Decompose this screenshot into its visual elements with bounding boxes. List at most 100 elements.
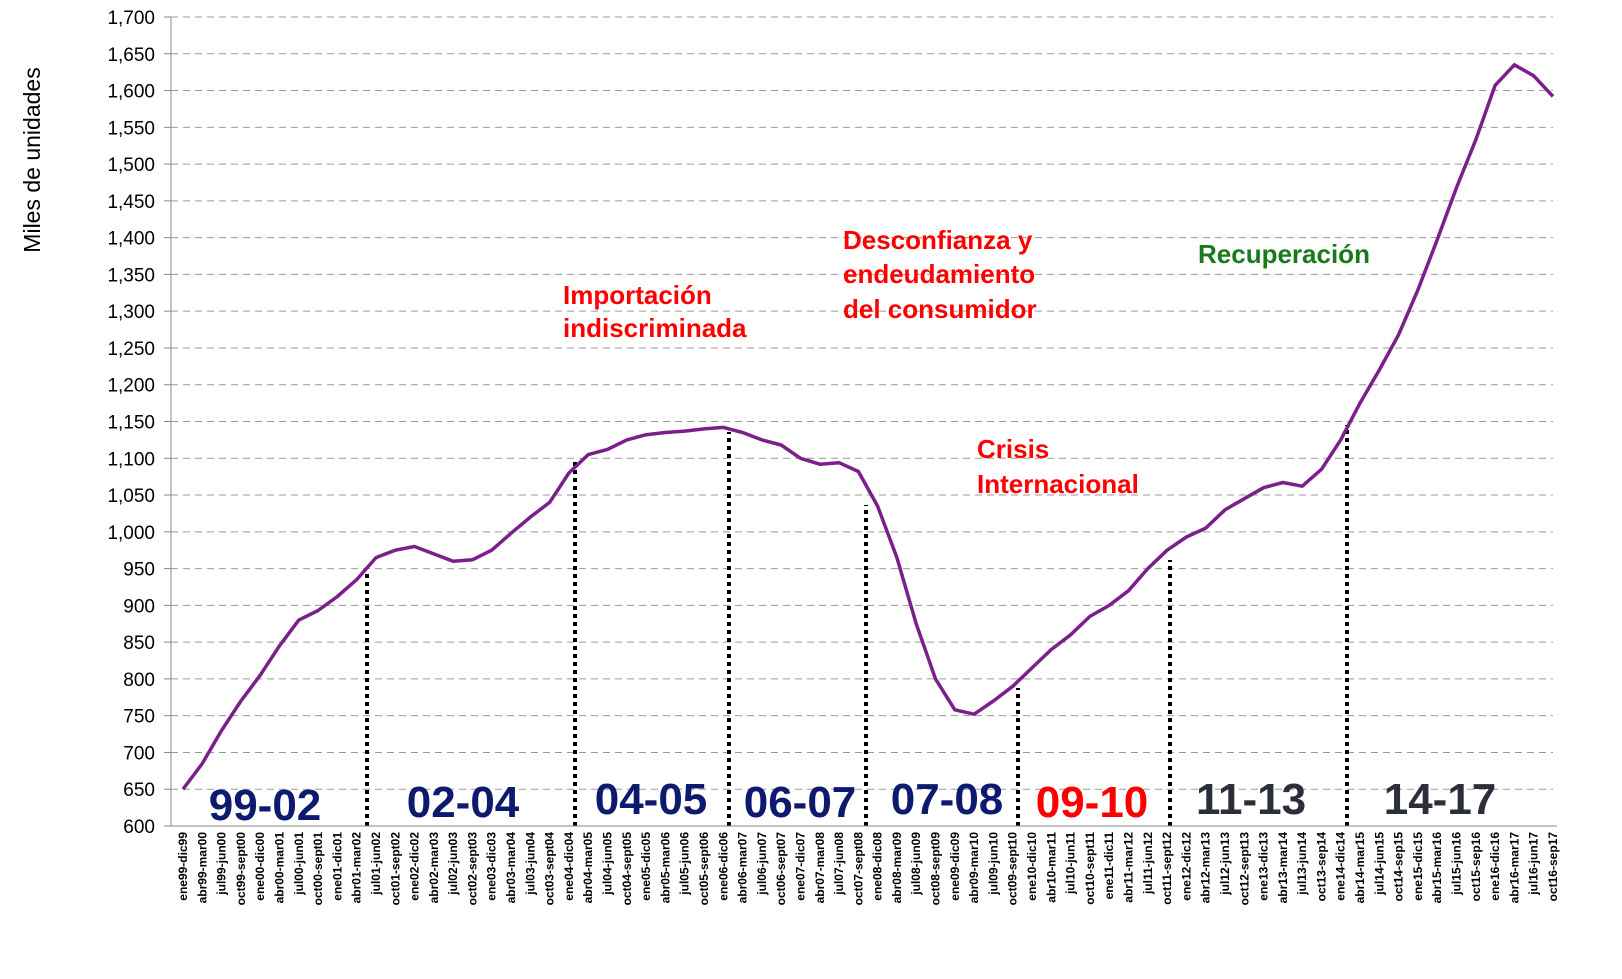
x-tick-label: ene13-dic13	[1257, 832, 1271, 901]
y-tick-label: 1,150	[107, 413, 155, 434]
series-line	[181, 63, 1555, 791]
y-tick-label: 800	[123, 670, 155, 691]
x-tick-label: oct03-sept04	[543, 832, 557, 906]
x-tick-label: jul16-jun17	[1527, 832, 1541, 896]
x-tick-label: jul07-jun08	[832, 832, 846, 896]
period-label: 02-04	[407, 778, 520, 827]
x-tick-label: oct05-sept06	[697, 832, 711, 906]
x-tick-label: oct00-sept01	[311, 832, 325, 906]
x-tick-label: oct11-sept12	[1160, 832, 1174, 905]
x-tick-label: oct13-sep14	[1314, 832, 1328, 902]
x-tick-label: ene07-dic07	[793, 832, 807, 901]
x-tick-label: jul05-jun06	[678, 832, 692, 896]
x-tick-label: jul06-jun07	[755, 832, 769, 896]
annotation: del consumidor	[843, 294, 1037, 324]
y-tick-label: 1,500	[107, 155, 155, 176]
annotation: Recuperación	[1198, 239, 1370, 269]
x-tick-label: ene10-dic10	[1025, 832, 1039, 901]
x-tick-label: jul11-jun12	[1141, 832, 1155, 895]
x-tick-label: abr12-mar13	[1199, 832, 1213, 904]
x-tick-label: abr99-mar00	[195, 832, 209, 904]
y-axis-label: Miles de unidades	[19, 67, 45, 252]
x-tick-label: ene15-dic15	[1411, 832, 1425, 901]
x-tick-label: oct02-sept03	[465, 832, 479, 906]
x-tick-label: oct06-sept07	[774, 832, 788, 906]
x-tick-label: jul99-jun00	[215, 832, 229, 896]
x-tick-label: ene99-dic99	[176, 832, 190, 901]
y-tick-label: 1,100	[107, 449, 155, 470]
x-tick-label: abr02-mar03	[427, 832, 441, 904]
x-tick-label: oct08-sept09	[929, 832, 943, 906]
x-tick-label: jul12-jun13	[1218, 832, 1232, 896]
y-tick-label: 1,550	[107, 118, 155, 139]
x-tick-label: abr07-mar08	[813, 832, 827, 904]
annotation: indiscriminada	[563, 313, 747, 343]
x-tick-label: oct16-sep17	[1546, 832, 1560, 902]
period-label: 14-17	[1384, 775, 1497, 824]
x-tick-label: jul14-jun15	[1372, 832, 1386, 896]
period-label: 07-08	[891, 775, 1004, 824]
x-tick-label: abr09-mar10	[967, 832, 981, 904]
x-tick-label: ene05-dic05	[639, 832, 653, 901]
x-tick-label: oct07-sept08	[851, 832, 865, 906]
y-tick-label: 1,200	[107, 376, 155, 397]
x-tick-label: oct09-sept10	[1006, 832, 1020, 906]
x-tick-label: jul15-jun16	[1450, 832, 1464, 896]
x-tick-label: oct99-sept00	[234, 832, 248, 906]
x-tick-label: abr15-mar16	[1430, 832, 1444, 904]
y-tick-label: 950	[123, 560, 155, 581]
period-label: 06-07	[744, 778, 857, 827]
y-tick-label: 900	[123, 596, 155, 617]
x-tick-label: ene02-dic02	[408, 832, 422, 901]
x-tick-label: ene12-dic12	[1179, 832, 1193, 901]
x-tick-label: abr16-mar17	[1507, 832, 1521, 904]
x-tick-label: abr13-mar14	[1276, 832, 1290, 904]
period-label: 04-05	[595, 775, 708, 824]
y-tick-label: 650	[123, 780, 155, 801]
x-tick-label: jul13-jun14	[1295, 832, 1309, 896]
y-tick-label: 1,050	[107, 486, 155, 507]
dividers	[365, 425, 1349, 826]
y-tick-label: 1,600	[107, 82, 155, 103]
y-tick-label: 700	[123, 743, 155, 764]
x-tick-label: oct12-sept13	[1237, 832, 1251, 906]
x-tick-label: abr14-mar15	[1353, 832, 1367, 904]
x-tick-label: ene08-dic08	[871, 832, 885, 901]
x-tick-label: ene14-dic14	[1334, 832, 1348, 901]
y-tick-label: 1,700	[107, 8, 155, 29]
x-tick-label: jul08-jun09	[909, 832, 923, 896]
annotation: Desconfianza y	[843, 225, 1033, 255]
annotation: Crisis	[977, 434, 1049, 464]
x-tick-label: jul00-jun01	[292, 832, 306, 896]
x-tick-label: oct04-sept05	[620, 832, 634, 906]
x-tick-label: oct10-sept11	[1083, 832, 1097, 905]
x-tick-label: ene00-dic00	[253, 832, 267, 901]
period-label: 99-02	[209, 781, 322, 830]
x-tick-label: oct14-sep15	[1392, 832, 1406, 902]
x-tick-label: ene06-dic06	[716, 832, 730, 901]
x-tick-label: abr04-mar05	[581, 832, 595, 904]
annotation: Importación	[563, 280, 712, 310]
x-tick-label: ene03-dic03	[485, 832, 499, 901]
y-tick-label: 1,250	[107, 339, 155, 360]
x-tick-label: jul09-jun10	[986, 832, 1000, 896]
x-tick-label: oct01-sept02	[388, 832, 402, 906]
x-tick-label: abr03-mar04	[504, 832, 518, 904]
x-tick-label: jul01-jun02	[369, 832, 383, 896]
x-tick-label: abr06-mar07	[736, 832, 750, 904]
x-tick-label: jul03-jun04	[523, 832, 537, 896]
annotation: Internacional	[977, 469, 1139, 499]
y-tick-label: 1,650	[107, 45, 155, 66]
x-tick-label: jul10-jun11	[1064, 832, 1078, 895]
annotation: endeudamiento	[843, 259, 1035, 289]
x-tick-label: jul02-jun03	[446, 832, 460, 896]
y-tick-label: 750	[123, 707, 155, 728]
x-tick-label: ene04-dic04	[562, 832, 576, 901]
x-tick-label: ene16-dic16	[1488, 832, 1502, 901]
grid	[171, 16, 1553, 827]
x-tick-label: oct15-sep16	[1469, 832, 1483, 902]
x-tick-label: ene01-dic01	[330, 832, 344, 901]
period-label: 11-13	[1196, 775, 1306, 824]
y-tick-label: 1,400	[107, 229, 155, 250]
